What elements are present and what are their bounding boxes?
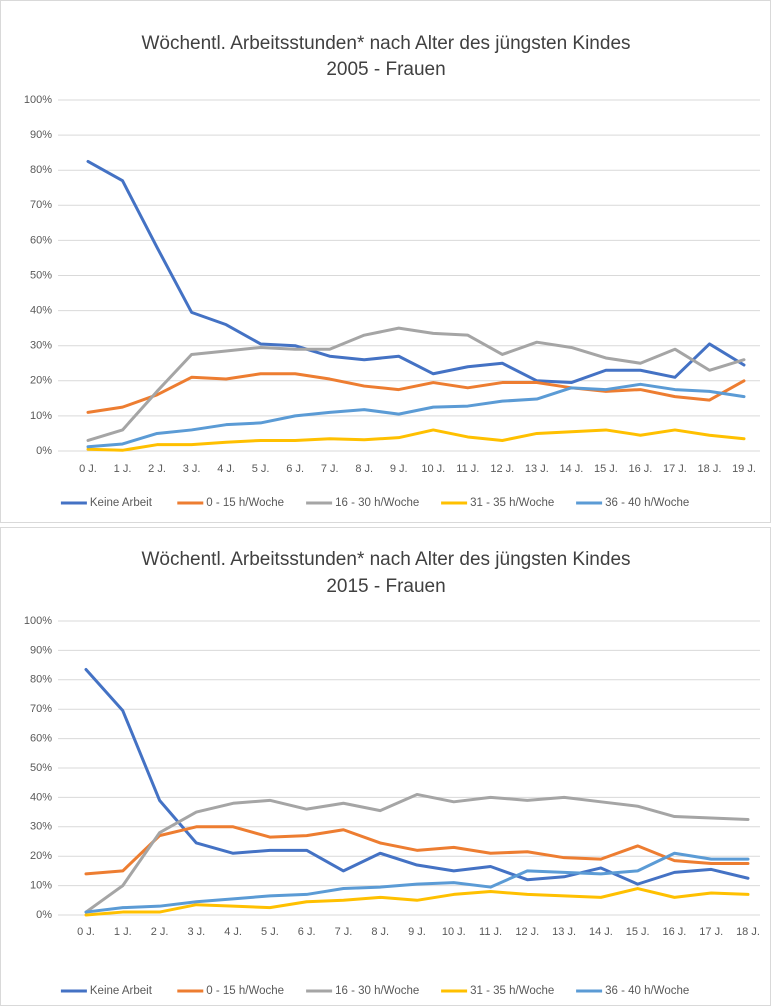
y-tick-label: 40%	[30, 791, 52, 803]
x-tick-label: 13 J.	[525, 463, 549, 475]
x-tick-label: 4 J.	[224, 926, 242, 938]
legend-label: 36 - 40 h/Woche	[605, 985, 689, 997]
y-tick-label: 90%	[30, 644, 52, 656]
x-tick-label: 16 J.	[663, 926, 687, 938]
y-tick-label: 80%	[30, 164, 52, 176]
x-tick-label: 10 J.	[421, 463, 445, 475]
x-tick-label: 12 J.	[490, 463, 514, 475]
series-line	[86, 372, 746, 414]
x-tick-label: 10 J.	[442, 926, 466, 938]
x-tick-label: 1 J.	[114, 463, 132, 475]
chart-frame	[0, 527, 771, 1006]
y-tick-label: 30%	[30, 340, 52, 352]
series-line	[84, 668, 750, 886]
x-tick-label: 4 J.	[217, 463, 235, 475]
y-tick-label: 0%	[36, 909, 52, 921]
x-tick-label: 2 J.	[151, 926, 169, 938]
y-tick-label: 100%	[24, 94, 52, 106]
series-line	[86, 428, 746, 452]
series-line	[86, 382, 746, 449]
y-tick-label: 10%	[30, 880, 52, 892]
series-line	[84, 792, 750, 914]
x-tick-label: 15 J.	[626, 926, 650, 938]
x-tick-label: 18 J.	[698, 463, 722, 475]
x-tick-label: 9 J.	[408, 926, 426, 938]
y-tick-label: 70%	[30, 199, 52, 211]
x-tick-label: 1 J.	[114, 926, 132, 938]
y-tick-label: 20%	[30, 375, 52, 387]
x-tick-label: 13 J.	[552, 926, 576, 938]
legend-label: 36 - 40 h/Woche	[605, 497, 689, 509]
legend-label: 0 - 15 h/Woche	[206, 497, 284, 509]
y-tick-label: 80%	[30, 674, 52, 686]
chart-title: Wöchentl. Arbeitsstunden* nach Alter des…	[141, 549, 630, 570]
x-tick-label: 17 J.	[663, 463, 687, 475]
x-tick-label: 7 J.	[321, 463, 339, 475]
x-tick-label: 0 J.	[79, 463, 97, 475]
y-tick-label: 100%	[24, 615, 52, 627]
y-tick-label: 40%	[30, 305, 52, 317]
chart-subtitle: 2005 - Frauen	[326, 59, 445, 80]
chart-title: Wöchentl. Arbeitsstunden* nach Alter des…	[141, 33, 630, 54]
x-tick-label: 5 J.	[252, 463, 270, 475]
x-tick-label: 19 J.	[732, 463, 756, 475]
x-tick-label: 11 J.	[479, 926, 502, 938]
x-tick-label: 18 J.	[736, 926, 760, 938]
x-tick-label: 7 J.	[335, 926, 353, 938]
x-tick-label: 12 J.	[515, 926, 539, 938]
legend-label: 31 - 35 h/Woche	[470, 497, 554, 509]
y-tick-label: 10%	[30, 410, 52, 422]
y-tick-label: 70%	[30, 703, 52, 715]
y-tick-label: 60%	[30, 234, 52, 246]
x-tick-label: 2 J.	[148, 463, 166, 475]
y-tick-label: 50%	[30, 762, 52, 774]
chart-subtitle: 2015 - Frauen	[326, 576, 445, 597]
y-tick-label: 20%	[30, 850, 52, 862]
x-tick-label: 8 J.	[355, 463, 373, 475]
legend-label: 16 - 30 h/Woche	[335, 497, 419, 509]
y-tick-label: 50%	[30, 269, 52, 281]
x-tick-label: 14 J.	[589, 926, 613, 938]
x-tick-label: 6 J.	[286, 463, 304, 475]
legend-label: 16 - 30 h/Woche	[335, 985, 419, 997]
x-tick-label: 5 J.	[261, 926, 279, 938]
series-line	[86, 159, 746, 385]
legend-label: 31 - 35 h/Woche	[470, 985, 554, 997]
x-tick-label: 3 J.	[183, 463, 201, 475]
x-tick-label: 6 J.	[298, 926, 316, 938]
x-tick-label: 8 J.	[371, 926, 389, 938]
series-line	[84, 851, 750, 914]
x-tick-label: 3 J.	[187, 926, 205, 938]
legend-label: 0 - 15 h/Woche	[206, 985, 284, 997]
x-tick-label: 15 J.	[594, 463, 618, 475]
series-line	[84, 825, 750, 876]
x-tick-label: 14 J.	[559, 463, 583, 475]
y-tick-label: 60%	[30, 733, 52, 745]
legend-label: Keine Arbeit	[90, 985, 153, 997]
y-tick-label: 0%	[36, 445, 52, 457]
y-tick-label: 30%	[30, 821, 52, 833]
x-tick-label: 9 J.	[390, 463, 408, 475]
x-tick-label: 11 J.	[456, 463, 479, 475]
x-tick-label: 17 J.	[699, 926, 723, 938]
y-tick-label: 90%	[30, 129, 52, 141]
chart-frame	[0, 0, 771, 523]
x-tick-label: 16 J.	[628, 463, 652, 475]
x-tick-label: 0 J.	[77, 926, 95, 938]
series-line	[86, 326, 746, 442]
series-line	[84, 887, 750, 917]
legend-label: Keine Arbeit	[90, 497, 153, 509]
